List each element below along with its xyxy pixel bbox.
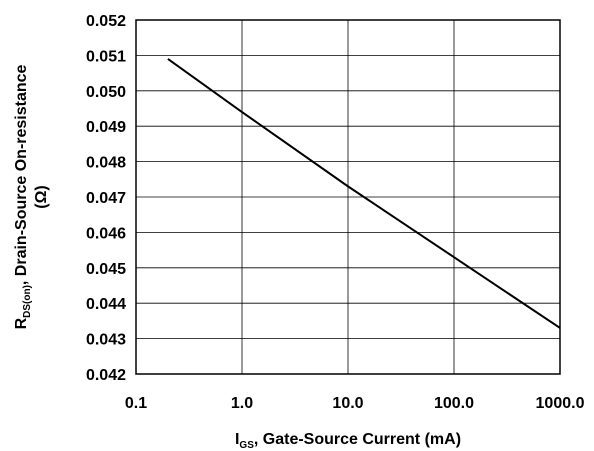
y-axis-title-line1: RDS(on), Drain-Source On-resistance — [13, 64, 33, 329]
x-axis-title-subscript: GS — [239, 440, 254, 451]
y-tick-label: 0.051 — [86, 48, 126, 65]
y-tick-label: 0.043 — [86, 332, 126, 349]
x-axis-title: IGS, Gate-Source Current (mA) — [235, 431, 461, 451]
y-tick-label: 0.052 — [86, 13, 126, 30]
y-tick-label: 0.047 — [86, 190, 126, 207]
x-tick-label: 10.0 — [332, 395, 363, 412]
x-axis-title-main: I — [235, 431, 239, 448]
grid — [135, 19, 561, 375]
x-axis-title-rest: , Gate-Source Current (mA) — [254, 431, 461, 448]
y-tick-label: 0.046 — [86, 225, 126, 242]
x-tick-label: 1.0 — [231, 395, 253, 412]
y-axis-title: RDS(on), Drain-Source On-resistance (Ω) — [13, 64, 50, 329]
series-line — [167, 58, 561, 329]
y-axis-title-main: R — [13, 317, 30, 329]
x-tick-label: 1000.0 — [536, 395, 585, 412]
y-tick-label: 0.050 — [86, 84, 126, 101]
y-tick-label: 0.044 — [86, 296, 126, 313]
y-tick-labels: 0.042 0.043 0.044 0.045 0.046 0.047 0.048 0.049… — [86, 13, 126, 384]
y-tick-label: 0.048 — [86, 155, 126, 172]
y-axis-title-rest: , Drain-Source On-resistance — [13, 64, 30, 285]
y-axis-title-line2: (Ω) — [33, 185, 50, 208]
y-axis-title-subscript: DS(on) — [22, 285, 33, 318]
y-tick-label: 0.049 — [86, 119, 126, 136]
plot-frame — [135, 19, 561, 375]
x-tick-label: 100.0 — [434, 395, 474, 412]
x-tick-labels: 0.1 1.0 10.0 100.0 1000.0 — [125, 395, 585, 412]
x-tick-label: 0.1 — [125, 395, 147, 412]
series-group — [167, 58, 561, 329]
y-tick-label: 0.042 — [86, 367, 126, 384]
y-tick-label: 0.045 — [86, 261, 126, 278]
